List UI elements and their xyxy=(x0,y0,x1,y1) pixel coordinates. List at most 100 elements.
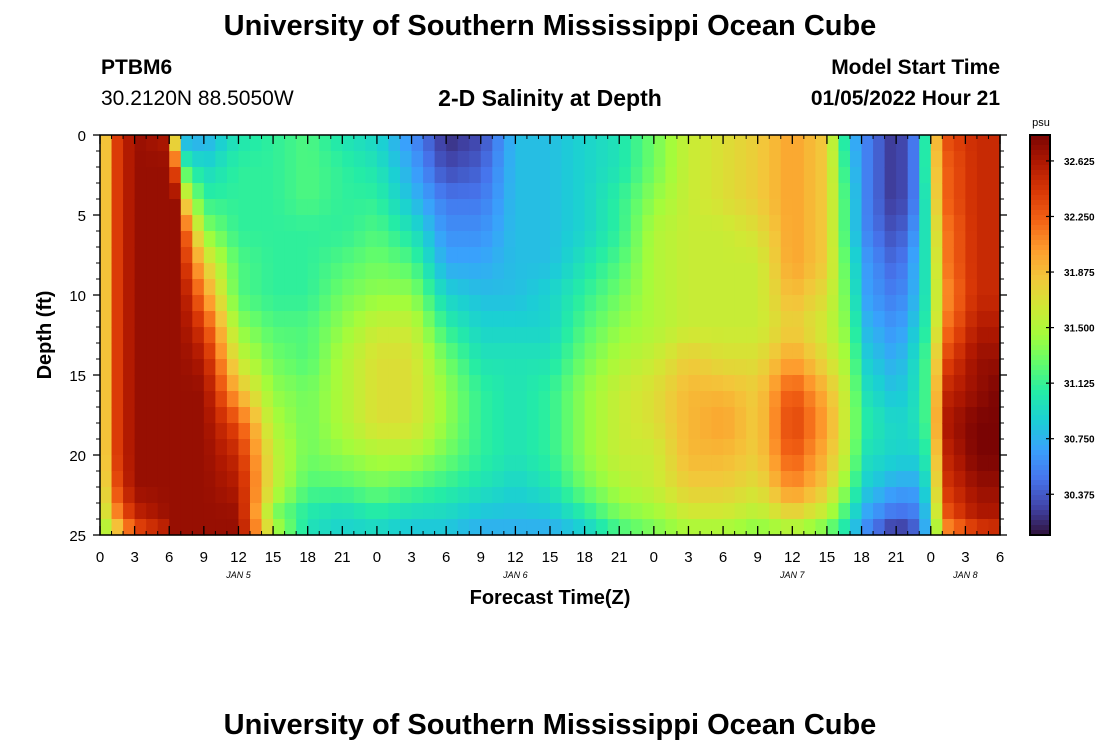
heatmap-cell xyxy=(503,487,516,504)
heatmap-cell xyxy=(457,231,470,248)
heatmap-cell xyxy=(273,375,286,392)
heatmap-cell xyxy=(492,247,505,264)
heatmap-cell xyxy=(976,487,990,504)
heatmap-cell xyxy=(492,359,505,376)
heatmap-cell xyxy=(434,391,447,408)
heatmap-cell xyxy=(630,167,643,184)
heatmap-cell xyxy=(192,135,205,152)
heatmap-cell xyxy=(734,167,747,184)
x-tick-label: 18 xyxy=(299,549,316,566)
heatmap-cell xyxy=(215,231,228,248)
heatmap-cell xyxy=(561,359,574,376)
heatmap-cell xyxy=(111,151,124,168)
heatmap-cell xyxy=(100,503,113,520)
heatmap-cell xyxy=(676,343,690,360)
heatmap-cell xyxy=(942,327,955,344)
heatmap-cell xyxy=(192,199,205,216)
heatmap-cell xyxy=(619,455,632,472)
heatmap-cell xyxy=(111,231,124,248)
heatmap-cell xyxy=(192,519,205,536)
heatmap-cell xyxy=(423,295,436,312)
heatmap-cell xyxy=(296,311,309,328)
heatmap-cell xyxy=(550,487,563,504)
heatmap-cell xyxy=(746,231,759,248)
heatmap-cell xyxy=(342,423,355,440)
heatmap-cell xyxy=(100,215,113,232)
heatmap-cell xyxy=(492,519,505,536)
heatmap-cell xyxy=(953,471,966,488)
heatmap-cell xyxy=(642,439,655,456)
heatmap-cell xyxy=(342,183,355,200)
heatmap-cell xyxy=(861,375,874,392)
colorbar-segment xyxy=(1030,515,1050,521)
heatmap-cell xyxy=(803,391,816,408)
heatmap-cell xyxy=(342,455,355,472)
heatmap-cell xyxy=(573,407,586,424)
heatmap-cell xyxy=(400,407,413,424)
heatmap-cell xyxy=(215,215,228,232)
heatmap-cell xyxy=(434,455,447,472)
heatmap-cell xyxy=(515,199,528,216)
heatmap-cell xyxy=(838,263,851,280)
heatmap-cell xyxy=(157,471,170,488)
heatmap-cell xyxy=(250,487,263,504)
heatmap-cell xyxy=(134,503,147,520)
heatmap-cell xyxy=(411,295,424,312)
heatmap-cell xyxy=(653,439,666,456)
heatmap-cell xyxy=(330,343,343,360)
heatmap-cell xyxy=(734,247,747,264)
colorbar-segment xyxy=(1030,435,1050,441)
y-tick-label: 20 xyxy=(69,448,86,465)
heatmap-cell xyxy=(826,135,840,152)
heatmap-cell xyxy=(376,199,390,216)
heatmap-cell xyxy=(515,295,528,312)
heatmap-cell xyxy=(307,519,320,536)
heatmap-cell xyxy=(838,183,851,200)
heatmap-cell xyxy=(826,311,840,328)
heatmap-cell xyxy=(411,151,424,168)
x-date-label: JAN 7 xyxy=(779,570,806,580)
heatmap-cell xyxy=(607,263,620,280)
heatmap-cell xyxy=(100,343,113,360)
heatmap-cell xyxy=(330,295,343,312)
heatmap-cell xyxy=(169,151,182,168)
heatmap-cell xyxy=(515,183,528,200)
heatmap-cell xyxy=(469,343,482,360)
heatmap-cell xyxy=(353,439,366,456)
heatmap-cell xyxy=(169,167,182,184)
heatmap-cell xyxy=(273,215,286,232)
heatmap-cell xyxy=(665,439,678,456)
heatmap-cell xyxy=(492,167,505,184)
heatmap-cell xyxy=(330,375,343,392)
heatmap-cell xyxy=(100,167,113,184)
heatmap-cell xyxy=(111,311,124,328)
heatmap-cell xyxy=(630,423,643,440)
heatmap-cell xyxy=(100,327,113,344)
heatmap-cell xyxy=(388,311,401,328)
heatmap-cell xyxy=(226,503,240,520)
heatmap-cell xyxy=(596,439,609,456)
heatmap-cell xyxy=(976,519,990,536)
colorbar-segment xyxy=(1030,525,1050,531)
heatmap-cell xyxy=(757,343,770,360)
heatmap-cell xyxy=(769,263,782,280)
heatmap-cell xyxy=(376,471,390,488)
heatmap-cell xyxy=(700,135,713,152)
heatmap-cell xyxy=(515,247,528,264)
heatmap-cell xyxy=(319,423,332,440)
heatmap-cell xyxy=(953,487,966,504)
heatmap-cell xyxy=(769,279,782,296)
heatmap-cell xyxy=(261,343,274,360)
heatmap-cell xyxy=(953,295,966,312)
heatmap-cell xyxy=(896,279,909,296)
heatmap-cell xyxy=(226,151,240,168)
heatmap-cell xyxy=(607,423,620,440)
heatmap-cell xyxy=(769,423,782,440)
colorbar-segment xyxy=(1030,170,1050,176)
heatmap-cell xyxy=(457,375,470,392)
colorbar-segment xyxy=(1030,500,1050,506)
heatmap-cell xyxy=(365,183,378,200)
heatmap-cell xyxy=(896,263,909,280)
heatmap-cell xyxy=(238,327,251,344)
x-tick-label: 0 xyxy=(650,549,658,566)
